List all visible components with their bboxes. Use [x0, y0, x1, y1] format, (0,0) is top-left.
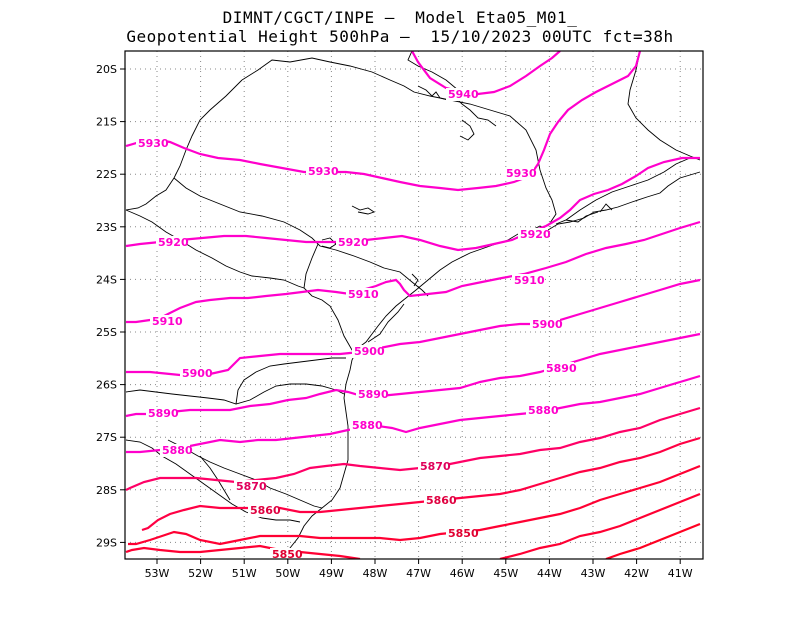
contour-line-5850 [499, 492, 701, 559]
contour-label-5870: 5870 [420, 460, 451, 473]
contour-label-5930: 5930 [308, 165, 339, 178]
contour-label-5860: 5860 [250, 504, 281, 517]
lat-label: 29S [96, 536, 117, 549]
geopotential-contours [125, 51, 701, 559]
axis-ticks [120, 68, 681, 564]
border-paraguay [125, 209, 305, 289]
contour-label-5850: 5850 [448, 527, 479, 540]
contour-line-5850-b [125, 544, 361, 559]
contour-line-5940-b [125, 51, 642, 192]
map-frame [124, 50, 704, 560]
contour-labels: 5940 5930 5930 5930 5920 5920 5920 5910 … [136, 88, 577, 561]
contour-label-5910: 5910 [152, 315, 183, 328]
lat-label: 21S [96, 116, 117, 129]
coastline-and-borders [125, 51, 701, 559]
contour-line-5900 [125, 332, 701, 418]
lon-label: 53W [145, 567, 170, 580]
contour-line-5860 [128, 464, 701, 546]
contour-line-5840 [605, 522, 701, 559]
contour-label-5890: 5890 [546, 362, 577, 375]
contour-label-5860: 5860 [426, 494, 457, 507]
state-border-sc-rs [167, 439, 323, 509]
contour-line-5890 [126, 374, 701, 454]
contour-label-5920: 5920 [520, 228, 551, 241]
contour-label-5910: 5910 [348, 288, 379, 301]
contour-label-5930: 5930 [506, 167, 537, 180]
contour-label-5880: 5880 [528, 404, 559, 417]
lake-detail-2 [351, 205, 376, 215]
contour-line-5870 [141, 436, 701, 532]
border-argentina-misiones [125, 383, 345, 405]
lon-label: 46W [450, 567, 475, 580]
lon-label: 41W [668, 567, 693, 580]
lat-label: 26S [96, 379, 117, 392]
contour-label-5920: 5920 [158, 236, 189, 249]
contour-label-5900: 5900 [182, 367, 213, 380]
state-border-mg-rj [565, 157, 691, 221]
lon-label: 48W [363, 567, 388, 580]
lat-label: 22S [96, 168, 117, 181]
contour-line-5930 [125, 156, 700, 252]
lat-label: 28S [96, 484, 117, 497]
border-rs-uruguay [125, 439, 301, 523]
contour-line-5880 [125, 406, 701, 491]
contour-label-5930: 5930 [138, 137, 169, 150]
contour-label-5900: 5900 [532, 318, 563, 331]
map-title-line-1: DIMNT/CGCT/INPE – Model Eta05_M01_ [222, 8, 578, 27]
lat-label: 24S [96, 273, 117, 286]
map-title-line-2: Geopotential Height 500hPa – 15/10/2023 … [126, 27, 674, 46]
lon-label: 52W [188, 567, 213, 580]
lon-label: 42W [624, 567, 649, 580]
lat-label: 27S [96, 431, 117, 444]
contour-line-5940 [411, 51, 561, 96]
paranagua-bay [367, 303, 405, 343]
state-border-sp-mg [241, 57, 557, 227]
baia-guanabara [599, 203, 613, 213]
lon-label: 45W [493, 567, 518, 580]
contour-line-5920 [126, 220, 701, 324]
contour-label-5900: 5900 [354, 345, 385, 358]
lon-label: 43W [581, 567, 606, 580]
lake-detail-4 [411, 273, 419, 287]
lon-label: 50W [275, 567, 300, 580]
contour-label-5880: 5880 [162, 444, 193, 457]
atlantic-coastline [281, 171, 701, 559]
contour-label-5850: 5850 [272, 548, 303, 561]
contour-label-5920: 5920 [338, 236, 369, 249]
lon-label: 44W [537, 567, 562, 580]
lat-label: 20S [96, 63, 117, 76]
contour-label-5880: 5880 [352, 419, 383, 432]
lat-label: 23S [96, 221, 117, 234]
contour-label-5910: 5910 [514, 274, 545, 287]
sepetiba-bay [555, 211, 599, 225]
contour-label-5870: 5870 [236, 480, 267, 493]
state-border-mg-es [627, 51, 701, 161]
contour-label-5940: 5940 [448, 88, 479, 101]
lake-detail-1 [459, 119, 475, 141]
lon-label: 47W [406, 567, 431, 580]
latitude-labels: 20S 21S 22S 23S 24S 25S 26S 27S 28S 29S [96, 63, 117, 549]
contour-label-5890: 5890 [148, 407, 179, 420]
contour-label-5890: 5890 [358, 388, 389, 401]
state-border-ms-sp [125, 79, 243, 211]
contour-line-5910 [126, 278, 701, 378]
longitude-labels: 53W 52W 51W 50W 49W 48W 47W 46W 45W 44W 43W 42W 41W [145, 567, 693, 580]
parana-river-border [303, 243, 357, 357]
graticule-grid [125, 51, 703, 559]
lon-label: 49W [319, 567, 344, 580]
lon-label: 51W [232, 567, 257, 580]
lat-label: 25S [96, 326, 117, 339]
state-border-pr-sc [235, 357, 346, 405]
